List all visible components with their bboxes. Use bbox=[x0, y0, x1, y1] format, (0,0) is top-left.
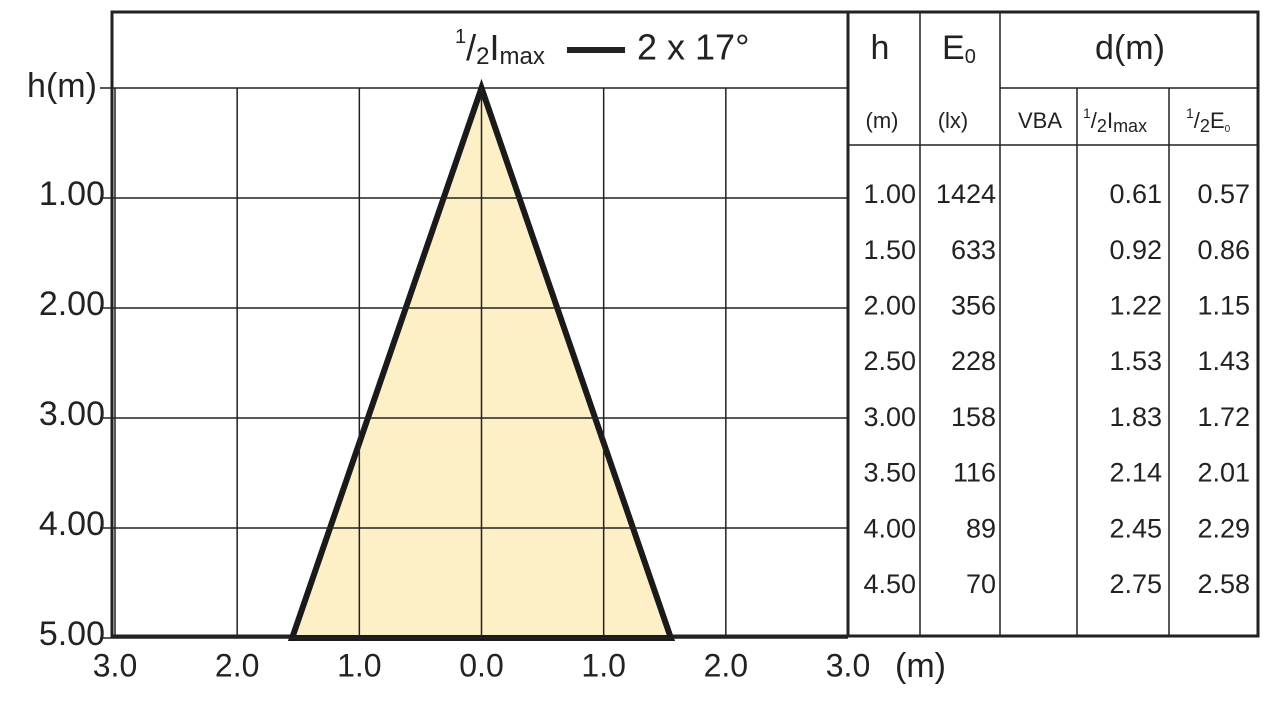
x-tick-label: 1.0 bbox=[581, 647, 625, 683]
cell-e0: 2.58 bbox=[1197, 569, 1250, 599]
cell-imax: 0.61 bbox=[1109, 179, 1162, 209]
slash: / bbox=[466, 27, 476, 68]
cell-e: 116 bbox=[953, 458, 996, 488]
table-subheader: 1/2E0 bbox=[1186, 105, 1231, 136]
sup: 1 bbox=[1186, 105, 1194, 121]
sub: 2 bbox=[476, 43, 489, 70]
cell-e0: 2.01 bbox=[1197, 458, 1250, 488]
y-tick-label: 2.00 bbox=[39, 285, 105, 323]
cell-e: 356 bbox=[951, 291, 996, 321]
cell-imax: 0.92 bbox=[1109, 235, 1162, 265]
cell-imax: 2.45 bbox=[1109, 513, 1162, 543]
y-tick-label: 4.00 bbox=[39, 505, 105, 543]
table-subheader: (m) bbox=[866, 108, 899, 133]
cell-imax: 2.75 bbox=[1109, 569, 1162, 599]
legend-label: 2 x 17° bbox=[637, 27, 749, 68]
table-header: d(m) bbox=[1095, 29, 1165, 67]
y-tick-label: 5.00 bbox=[39, 615, 105, 653]
slash: / bbox=[1194, 108, 1201, 133]
table-subheader: (lx) bbox=[938, 108, 969, 133]
sub: 2 bbox=[1097, 116, 1107, 136]
cell-e0: 2.29 bbox=[1197, 513, 1250, 543]
cell-h: 2.50 bbox=[863, 346, 916, 376]
cell-imax: 1.22 bbox=[1109, 291, 1162, 321]
cell-imax: 2.14 bbox=[1109, 458, 1162, 488]
sup: 1 bbox=[1083, 105, 1091, 121]
x-tick-label: 3.0 bbox=[826, 647, 870, 683]
cell-h: 3.00 bbox=[863, 402, 916, 432]
cell-e0: 0.57 bbox=[1197, 179, 1250, 209]
sub: max bbox=[500, 43, 545, 70]
cell-imax: 1.53 bbox=[1109, 346, 1162, 376]
legend-symbol: 1/2Imax bbox=[455, 26, 545, 70]
sub: 0 bbox=[965, 46, 976, 68]
cell-e: 70 bbox=[966, 569, 996, 599]
y-axis-label: h(m) bbox=[27, 67, 97, 105]
table-subheader: VBA bbox=[1018, 108, 1062, 133]
x-tick-label: 0.0 bbox=[459, 647, 503, 683]
cell-h: 3.50 bbox=[863, 458, 916, 488]
x-tick-label: 3.0 bbox=[93, 647, 137, 683]
cell-h: 1.50 bbox=[863, 235, 916, 265]
cell-h: 1.00 bbox=[863, 179, 916, 209]
outer-frame bbox=[110, 10, 1260, 638]
name: I bbox=[1107, 108, 1113, 133]
cell-e: 158 bbox=[951, 402, 996, 432]
y-tick-label: 3.00 bbox=[39, 395, 105, 433]
cell-e: 1424 bbox=[936, 179, 996, 209]
x-tick-label: 2.0 bbox=[704, 647, 748, 683]
table-subheader: 1/2Imax bbox=[1083, 105, 1147, 136]
table-header: h bbox=[871, 29, 890, 67]
x-tick-label: 2.0 bbox=[215, 647, 259, 683]
cell-e0: 1.72 bbox=[1197, 402, 1250, 432]
sub: 0 bbox=[1225, 124, 1231, 135]
cell-e0: 0.86 bbox=[1197, 235, 1250, 265]
plot: 1.002.003.004.005.003.0 2.0 1.0 0.0 1.0 2.0 3.… bbox=[39, 78, 870, 683]
x-unit: (m) bbox=[895, 647, 946, 685]
table-rows: 1.00 1424 0.61 0.57 1.50 633 0.92 0.86 2.00 356 1.… bbox=[863, 179, 1250, 599]
cell-h: 4.50 bbox=[863, 569, 916, 599]
cell-e0: 1.43 bbox=[1197, 346, 1250, 376]
slash: / bbox=[1091, 108, 1098, 133]
name: E bbox=[942, 29, 965, 67]
sup: 1 bbox=[455, 26, 466, 48]
cell-h: 2.00 bbox=[863, 291, 916, 321]
name: E bbox=[1210, 108, 1225, 133]
cell-imax: 1.83 bbox=[1109, 402, 1162, 432]
y-tick-label: 1.00 bbox=[39, 175, 105, 213]
sub: max bbox=[1113, 116, 1147, 136]
cell-e: 633 bbox=[951, 235, 996, 265]
table-header: E0 bbox=[942, 29, 976, 68]
name: I bbox=[490, 27, 500, 68]
cell-e: 228 bbox=[951, 346, 996, 376]
cell-h: 4.00 bbox=[863, 513, 916, 543]
cell-e: 89 bbox=[966, 513, 996, 543]
sub: 2 bbox=[1200, 116, 1210, 136]
x-tick-label: 1.0 bbox=[337, 647, 381, 683]
cell-e0: 1.15 bbox=[1197, 291, 1250, 321]
